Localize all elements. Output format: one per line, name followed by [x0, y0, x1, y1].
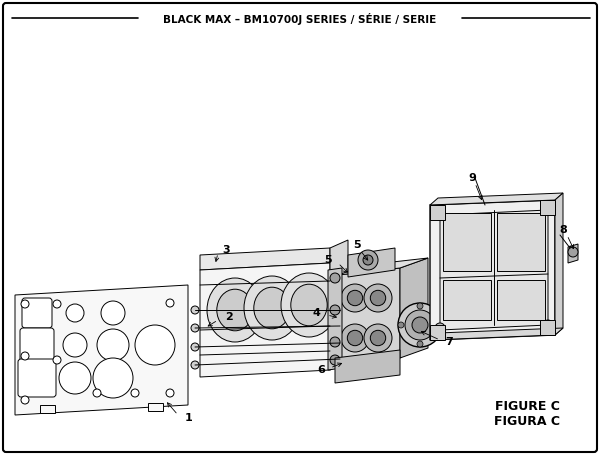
Circle shape	[166, 299, 174, 307]
Circle shape	[131, 389, 139, 397]
Circle shape	[63, 333, 87, 357]
Circle shape	[330, 337, 340, 347]
Polygon shape	[440, 210, 548, 330]
Circle shape	[435, 323, 445, 333]
FancyBboxPatch shape	[22, 298, 52, 328]
Bar	[497, 213, 545, 271]
Polygon shape	[338, 258, 428, 275]
Circle shape	[341, 284, 369, 312]
Text: 4: 4	[312, 308, 320, 318]
Polygon shape	[148, 403, 163, 411]
Circle shape	[330, 305, 340, 315]
Circle shape	[336, 306, 344, 314]
Circle shape	[166, 389, 174, 397]
Circle shape	[191, 324, 199, 332]
Circle shape	[347, 290, 363, 306]
Circle shape	[405, 310, 435, 340]
Text: BLACK MAX – BM10700J SERIES / SÉRIE / SERIE: BLACK MAX – BM10700J SERIES / SÉRIE / SE…	[163, 13, 437, 25]
Circle shape	[543, 205, 553, 215]
Ellipse shape	[207, 278, 263, 342]
Circle shape	[347, 330, 363, 346]
Circle shape	[101, 301, 125, 325]
Text: 3: 3	[222, 245, 230, 255]
Polygon shape	[15, 285, 188, 415]
Circle shape	[53, 300, 61, 308]
Circle shape	[435, 210, 445, 220]
Text: 8: 8	[559, 225, 567, 235]
Circle shape	[568, 247, 578, 257]
Circle shape	[412, 317, 428, 333]
Text: 9: 9	[468, 173, 476, 183]
Ellipse shape	[281, 273, 337, 337]
Ellipse shape	[244, 276, 300, 340]
Circle shape	[336, 341, 344, 349]
Polygon shape	[328, 268, 342, 370]
Circle shape	[21, 352, 29, 360]
Polygon shape	[348, 248, 395, 277]
Circle shape	[191, 361, 199, 369]
Circle shape	[341, 324, 369, 352]
Polygon shape	[430, 328, 563, 340]
Text: 1: 1	[185, 413, 193, 423]
Circle shape	[364, 284, 392, 312]
Polygon shape	[430, 205, 445, 220]
Text: 7: 7	[445, 337, 453, 347]
Circle shape	[358, 250, 378, 270]
Bar	[443, 280, 491, 320]
Text: FIGURA C: FIGURA C	[494, 415, 560, 428]
Ellipse shape	[254, 287, 290, 329]
Circle shape	[543, 320, 553, 330]
Bar	[443, 213, 491, 271]
Circle shape	[436, 322, 442, 328]
Ellipse shape	[291, 284, 327, 326]
FancyBboxPatch shape	[20, 328, 54, 362]
Circle shape	[363, 255, 373, 265]
Circle shape	[336, 359, 344, 367]
Bar	[497, 280, 545, 320]
Circle shape	[330, 273, 340, 283]
Polygon shape	[338, 268, 400, 365]
Polygon shape	[200, 248, 330, 270]
Polygon shape	[568, 244, 578, 263]
Circle shape	[370, 290, 386, 306]
Circle shape	[364, 324, 392, 352]
Polygon shape	[430, 193, 563, 205]
Polygon shape	[555, 193, 563, 335]
Circle shape	[370, 330, 386, 346]
Circle shape	[398, 322, 404, 328]
Circle shape	[93, 358, 133, 398]
Text: 5: 5	[325, 255, 332, 265]
Circle shape	[53, 356, 61, 364]
Polygon shape	[200, 263, 330, 377]
Text: 5: 5	[353, 240, 361, 250]
Polygon shape	[335, 350, 400, 383]
Polygon shape	[540, 200, 555, 215]
Circle shape	[417, 303, 423, 309]
Circle shape	[417, 341, 423, 347]
FancyBboxPatch shape	[18, 359, 56, 397]
Circle shape	[330, 355, 340, 365]
Circle shape	[191, 306, 199, 314]
Polygon shape	[430, 325, 445, 340]
Circle shape	[21, 300, 29, 308]
Text: 6: 6	[317, 365, 325, 375]
Circle shape	[336, 323, 344, 331]
Circle shape	[135, 325, 175, 365]
Text: FIGURE C: FIGURE C	[495, 400, 560, 413]
Ellipse shape	[217, 289, 253, 331]
Polygon shape	[40, 405, 55, 413]
Polygon shape	[330, 240, 348, 370]
Circle shape	[398, 303, 442, 347]
Circle shape	[97, 329, 129, 361]
Polygon shape	[430, 200, 555, 340]
Polygon shape	[540, 320, 555, 335]
Circle shape	[93, 389, 101, 397]
Polygon shape	[400, 258, 428, 358]
Text: 2: 2	[225, 312, 233, 322]
Circle shape	[66, 304, 84, 322]
Circle shape	[21, 396, 29, 404]
Circle shape	[191, 343, 199, 351]
Circle shape	[59, 362, 91, 394]
